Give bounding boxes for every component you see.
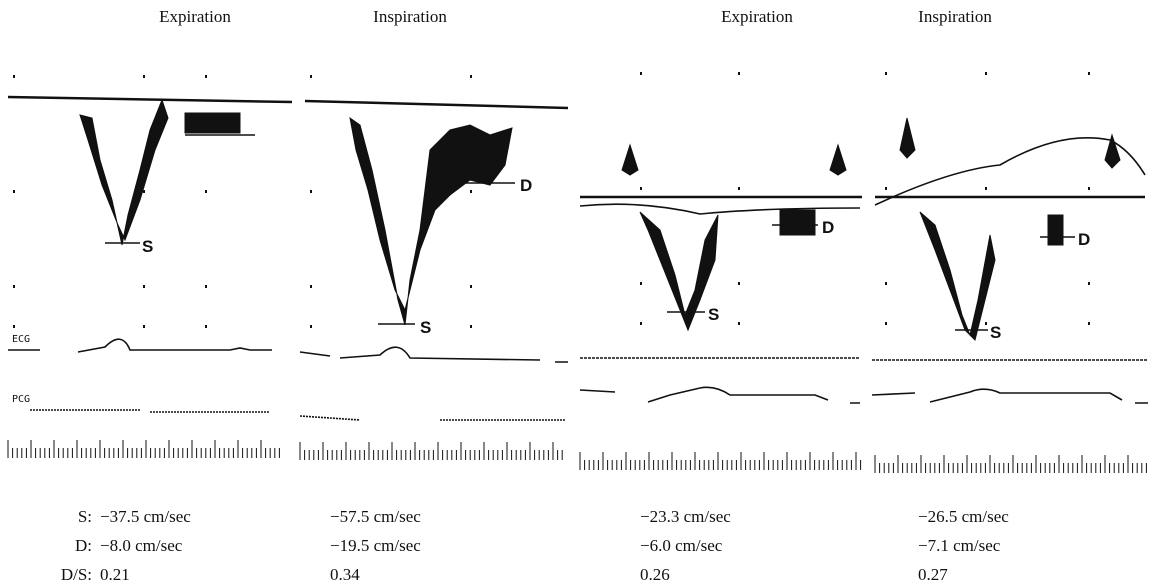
heading: Inspiration <box>918 7 992 26</box>
dot-marker <box>13 285 15 288</box>
dot-marker <box>640 187 642 190</box>
dot-marker <box>1088 282 1090 285</box>
dot-marker <box>205 325 207 328</box>
measurement-value: 0.21 <box>100 565 130 584</box>
dot-marker <box>143 285 145 288</box>
measurement-value: 0.27 <box>918 565 948 584</box>
dot-marker <box>310 325 312 328</box>
dot-marker <box>885 282 887 285</box>
s-marker: S <box>990 323 1001 342</box>
measurement-value: 0.34 <box>330 565 360 584</box>
figure: Expiration Inspiration Expiration Inspir… <box>0 0 1157 585</box>
measurement-value: −6.0 cm/sec <box>640 536 723 555</box>
dot-marker <box>1088 322 1090 325</box>
doppler-panel: D S <box>300 101 568 420</box>
dot-marker <box>985 187 987 190</box>
measurement-value: −37.5 cm/sec <box>100 507 191 526</box>
dot-marker <box>885 187 887 190</box>
measurements: S: D: D/S: −37.5 cm/sec −8.0 cm/sec 0.21 −5… <box>61 507 1009 584</box>
dot-marker <box>738 322 740 325</box>
dot-marker <box>310 285 312 288</box>
dot-marker <box>640 72 642 75</box>
doppler-panel: S ECG PCG <box>8 97 292 412</box>
dot-marker <box>1088 187 1090 190</box>
dot-marker <box>13 75 15 78</box>
measurement-value: −57.5 cm/sec <box>330 507 421 526</box>
s-marker: S <box>420 318 431 337</box>
dot-marker <box>470 285 472 288</box>
heading: Expiration <box>721 7 793 26</box>
measurement-value: 0.26 <box>640 565 670 584</box>
row-label: D/S: <box>61 565 92 584</box>
dot-marker <box>310 75 312 78</box>
measurement-value: −23.3 cm/sec <box>640 507 731 526</box>
s-marker: S <box>708 305 719 324</box>
s-marker: S <box>142 237 153 256</box>
dot-marker <box>470 190 472 193</box>
dot-marker <box>13 190 15 193</box>
dot-marker <box>470 325 472 328</box>
d-marker: D <box>1078 230 1090 249</box>
dot-marker <box>1088 72 1090 75</box>
d-marker: D <box>520 176 532 195</box>
dot-marker <box>143 190 145 193</box>
dot-marker <box>985 322 987 325</box>
dot-marker <box>985 282 987 285</box>
dot-marker <box>470 75 472 78</box>
dot-marker <box>985 72 987 75</box>
measurement-value: −26.5 cm/sec <box>918 507 1009 526</box>
dot-marker <box>738 72 740 75</box>
heading: Inspiration <box>373 7 447 26</box>
doppler-panel: D S <box>580 145 862 403</box>
dot-marker <box>738 187 740 190</box>
dot-marker <box>738 282 740 285</box>
row-label: D: <box>75 536 92 555</box>
time-marks <box>8 72 1146 473</box>
pcg-label: PCG <box>12 394 30 405</box>
d-marker: D <box>822 218 834 237</box>
dot-marker <box>205 285 207 288</box>
dot-marker <box>885 72 887 75</box>
dot-marker <box>640 282 642 285</box>
doppler-panel: D S <box>872 118 1148 403</box>
dot-marker <box>143 75 145 78</box>
measurement-value: −7.1 cm/sec <box>918 536 1001 555</box>
dot-marker <box>885 322 887 325</box>
ecg-label: ECG <box>12 334 30 345</box>
row-label: S: <box>78 507 92 526</box>
dot-marker <box>143 325 145 328</box>
dot-marker <box>13 325 15 328</box>
measurement-value: −8.0 cm/sec <box>100 536 183 555</box>
dot-marker <box>310 190 312 193</box>
dot-marker <box>205 75 207 78</box>
dot-marker <box>205 190 207 193</box>
heading: Expiration <box>159 7 231 26</box>
measurement-value: −19.5 cm/sec <box>330 536 421 555</box>
dot-marker <box>640 322 642 325</box>
